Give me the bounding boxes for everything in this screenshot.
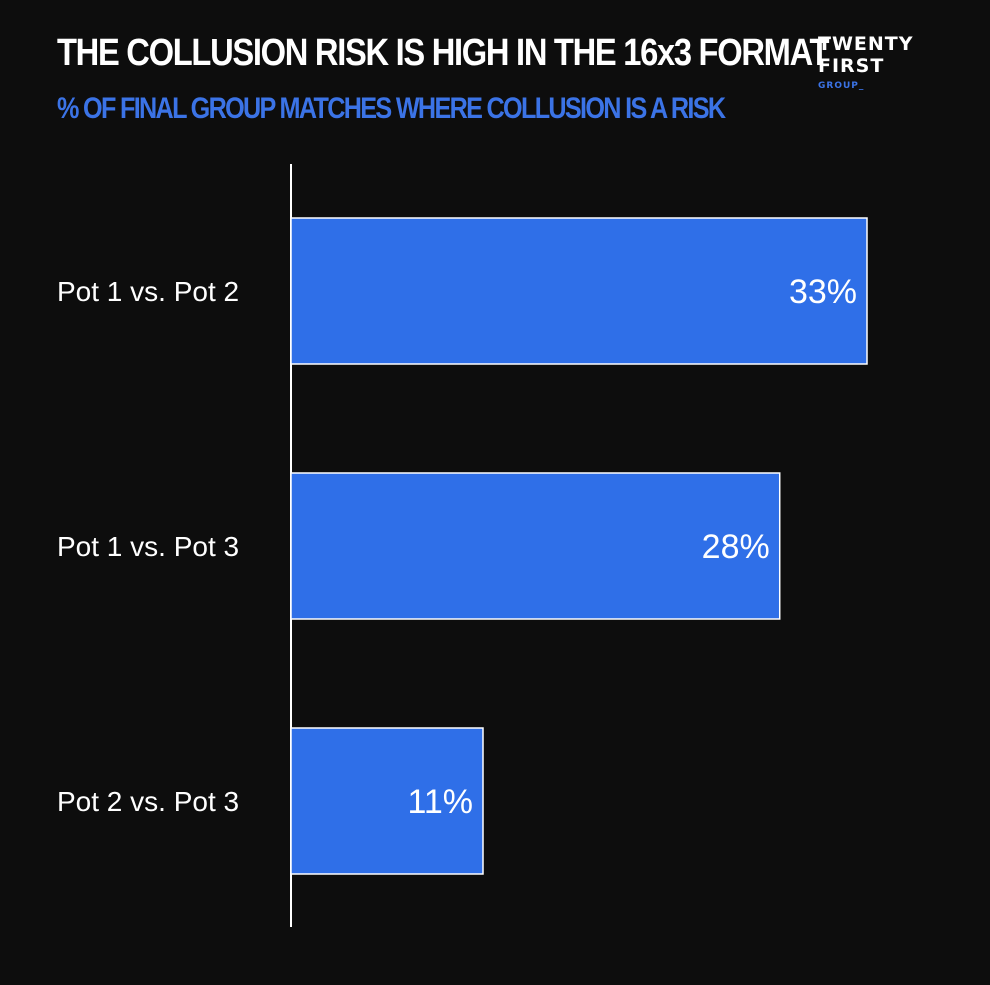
logo-line-2: FIRST — [818, 55, 885, 77]
logo-line-3: GROUP_ — [818, 81, 865, 91]
value-label-2: 28% — [702, 528, 770, 566]
bar-3 — [290, 727, 484, 875]
chart-subtitle: % OF FINAL GROUP MATCHES WHERE COLLUSION… — [57, 92, 726, 125]
value-label-3: 11% — [407, 783, 473, 821]
bar-1 — [290, 217, 868, 365]
bar-2 — [290, 472, 781, 620]
chart-title: THE COLLUSION RISK IS HIGH IN THE 16x3 F… — [57, 32, 829, 74]
category-label-2: Pot 1 vs. Pot 3 — [57, 531, 239, 562]
category-label-1: Pot 1 vs. Pot 2 — [57, 276, 239, 307]
logo-line-1: TWENTY — [818, 33, 914, 55]
value-label-1: 33% — [789, 273, 857, 311]
category-label-3: Pot 2 vs. Pot 3 — [57, 786, 239, 817]
brand-logo: TWENTY FIRST GROUP_ — [818, 33, 914, 93]
